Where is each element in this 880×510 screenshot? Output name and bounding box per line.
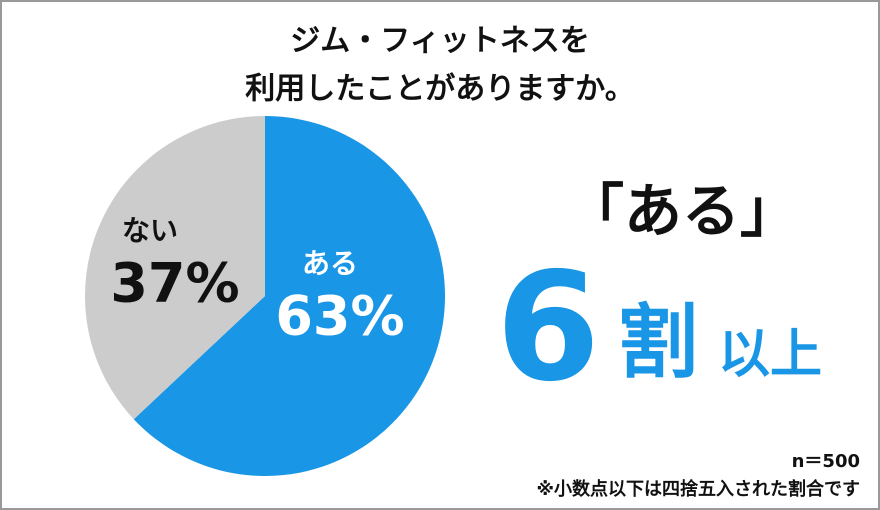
value-label: 63% [275,285,404,348]
sample-note: n＝500 [792,451,860,472]
annotation: 以上 [718,325,822,385]
pie-slice [84,116,265,420]
slice-label: ある [302,247,358,280]
chart-title: 利用したことがありますか。 [245,72,634,107]
value-label: 37% [110,252,239,315]
annotation: 「ある」 [566,177,798,245]
footnote: ※小数点以下は四捨五入された割合です [537,478,861,500]
pie-slice [133,116,445,476]
slice-label: ない [122,214,178,247]
annotation: 6 [496,241,600,415]
annotation: 割 [618,296,698,389]
chart-title: ジム・フィットネスを [290,24,589,59]
